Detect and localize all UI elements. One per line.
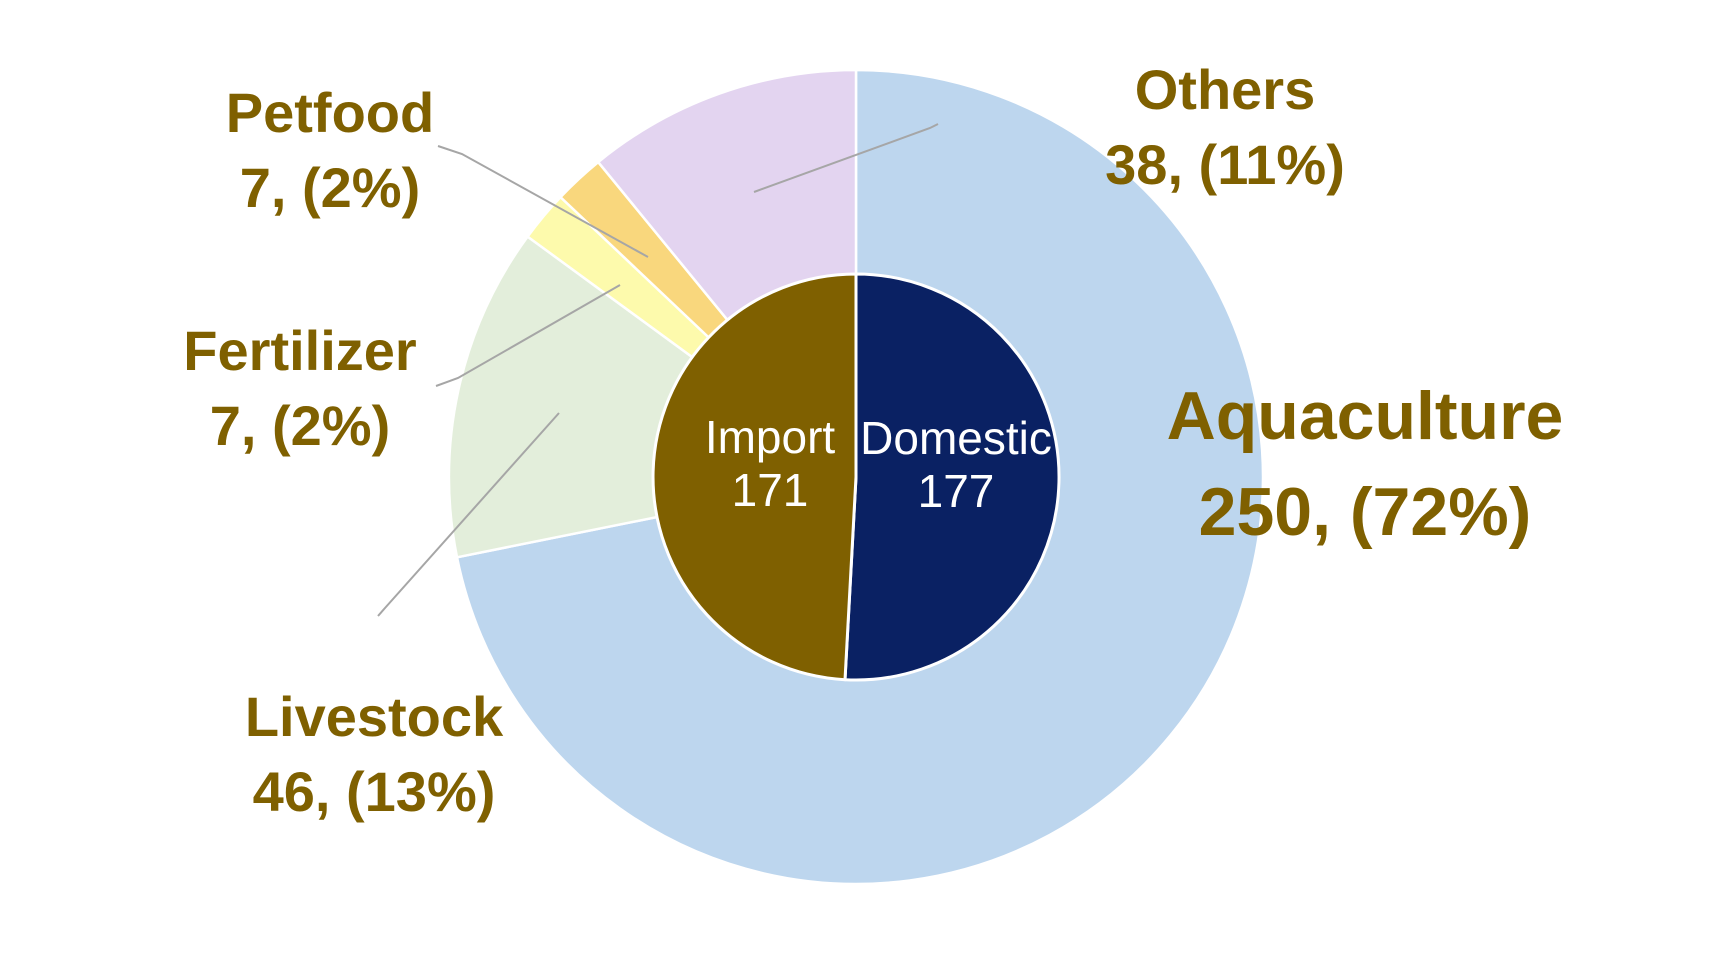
callout-petfood-name: Petfood bbox=[225, 81, 435, 144]
callout-aquaculture-name: Aquaculture bbox=[1166, 378, 1564, 454]
callout-aquaculture-value: 250, (72%) bbox=[1198, 474, 1532, 550]
center-label-domestic: Domestic 177 bbox=[860, 412, 1052, 518]
callout-aquaculture: Aquaculture 250, (72%) bbox=[1167, 368, 1564, 560]
segment-domestic bbox=[843, 272, 1061, 682]
center-label-domestic-name: Domestic bbox=[860, 412, 1052, 464]
leader-lines bbox=[377, 123, 939, 617]
callout-petfood-value: 7, (2%) bbox=[239, 156, 421, 219]
center-label-domestic-value: 177 bbox=[917, 465, 995, 517]
center-label-import-value: 171 bbox=[731, 464, 809, 516]
callout-others-value: 38, (11%) bbox=[1105, 133, 1345, 196]
inner-pie bbox=[651, 272, 1061, 682]
callout-livestock-value: 46, (13%) bbox=[252, 760, 496, 823]
callout-others: Others 38, (11%) bbox=[1105, 52, 1345, 202]
callout-livestock: Livestock 46, (13%) bbox=[245, 679, 503, 829]
center-label-import-name: Import bbox=[704, 411, 836, 463]
callout-petfood: Petfood 7, (2%) bbox=[226, 75, 434, 225]
segment-import bbox=[651, 272, 858, 682]
callout-fertilizer-value: 7, (2%) bbox=[209, 394, 391, 457]
leader-line-fertilizer bbox=[435, 284, 621, 387]
callout-others-name: Others bbox=[1134, 58, 1316, 121]
leader-line-others bbox=[753, 123, 939, 193]
leader-line-petfood bbox=[437, 145, 649, 258]
leader-line-livestock bbox=[377, 412, 560, 617]
callout-livestock-name: Livestock bbox=[244, 685, 504, 748]
callout-fertilizer: Fertilizer 7, (2%) bbox=[183, 313, 416, 463]
center-label-import: Import 171 bbox=[705, 411, 835, 517]
callout-fertilizer-name: Fertilizer bbox=[183, 319, 417, 382]
